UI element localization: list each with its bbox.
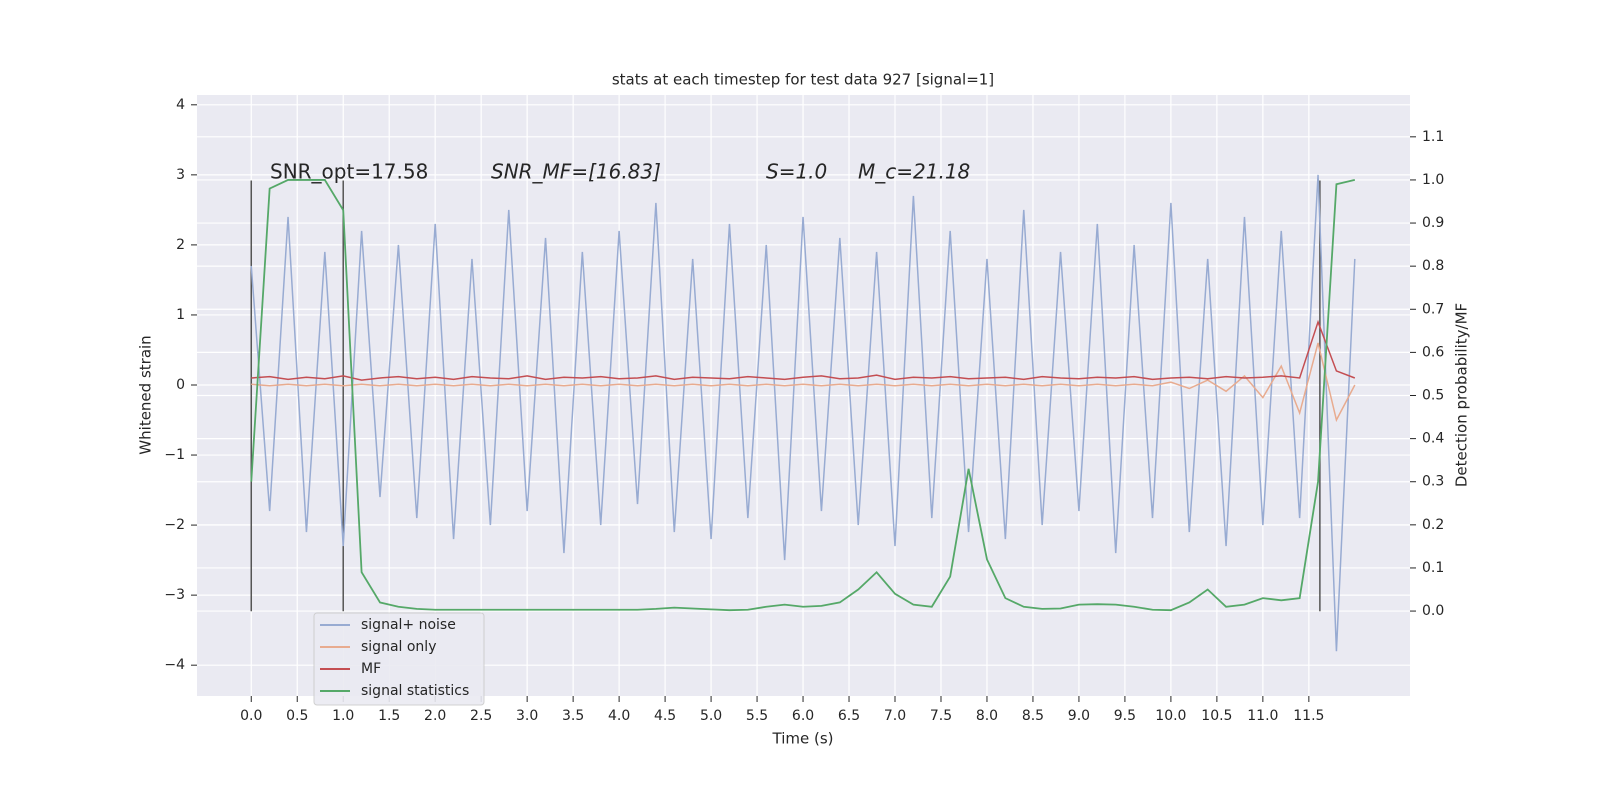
y2-tick-label: 0.6 — [1422, 344, 1444, 360]
series-line — [251, 319, 1356, 381]
y2-tick-label: 0.0 — [1422, 603, 1444, 619]
x-axis-label: Time (s) — [772, 730, 834, 748]
x-tick-label: 9.0 — [1068, 708, 1090, 724]
x-tick-label: 10.0 — [1155, 708, 1186, 724]
annotation: SNR_opt=17.58 — [270, 160, 428, 184]
x-tick-label: 6.0 — [792, 708, 814, 724]
y-tick-label: 3 — [176, 167, 185, 183]
y2-tick-label: 0.8 — [1422, 258, 1444, 274]
y-tick-label: 1 — [176, 307, 185, 323]
annotation: SNR_MF=[16.83] — [491, 160, 661, 184]
x-tick-label: 11.0 — [1247, 708, 1278, 724]
y-tick-label: 4 — [176, 97, 185, 113]
legend-box — [313, 612, 485, 706]
legend-label: signal statistics — [361, 683, 469, 699]
y-tick-label: 2 — [176, 237, 185, 253]
y-axis-label: Whitened strain — [137, 335, 155, 454]
x-tick-label: 2.5 — [470, 708, 492, 724]
x-tick-label: 4.5 — [654, 708, 676, 724]
annotation: M_c=21.18 — [858, 160, 970, 184]
y2-tick-label: 0.4 — [1422, 431, 1444, 447]
y-tick-label: −3 — [164, 587, 185, 603]
y2-tick-label: 0.7 — [1422, 301, 1444, 317]
y-tick-label: −2 — [164, 517, 185, 533]
y2-tick-label: 0.5 — [1422, 388, 1444, 404]
y2-tick-label: 0.2 — [1422, 517, 1444, 533]
x-tick-label: 0.0 — [240, 708, 262, 724]
y2-axis-label: Detection probability/MF — [1453, 303, 1471, 487]
legend-label: signal+ noise — [361, 617, 456, 633]
legend-label: MF — [361, 661, 381, 677]
y2-tick-label: 1.1 — [1422, 129, 1444, 145]
y-tick-label: 0 — [176, 377, 185, 393]
x-tick-label: 9.5 — [1114, 708, 1136, 724]
series-line — [250, 174, 1356, 652]
x-tick-label: 7.5 — [930, 708, 952, 724]
x-tick-label: 0.5 — [286, 708, 308, 724]
x-tick-label: 8.0 — [976, 708, 998, 724]
y2-tick-label: 0.9 — [1422, 215, 1444, 231]
series-line — [250, 179, 1356, 612]
y2-tick-label: 0.1 — [1422, 560, 1444, 576]
x-tick-label: 3.0 — [516, 708, 538, 724]
chart-title: stats at each timestep for test data 927… — [612, 71, 994, 89]
y2-tick-label: 1.0 — [1422, 172, 1444, 188]
series-line — [251, 342, 1356, 423]
x-tick-label: 1.0 — [332, 708, 354, 724]
y2-tick-label: 0.3 — [1422, 474, 1444, 490]
x-tick-label: 1.5 — [378, 708, 400, 724]
annotation: S=1.0 — [766, 160, 827, 184]
x-tick-label: 4.0 — [608, 708, 630, 724]
x-tick-label: 2.0 — [424, 708, 446, 724]
x-tick-label: 7.0 — [884, 708, 906, 724]
x-tick-label: 8.5 — [1022, 708, 1044, 724]
y-tick-label: −4 — [164, 657, 185, 673]
legend-label: signal only — [361, 639, 436, 655]
x-tick-label: 10.5 — [1201, 708, 1232, 724]
x-tick-label: 5.5 — [746, 708, 768, 724]
y-tick-label: −1 — [164, 447, 185, 463]
x-tick-label: 5.0 — [700, 708, 722, 724]
x-tick-label: 3.5 — [562, 708, 584, 724]
x-tick-label: 11.5 — [1293, 708, 1324, 724]
x-tick-label: 6.5 — [838, 708, 860, 724]
